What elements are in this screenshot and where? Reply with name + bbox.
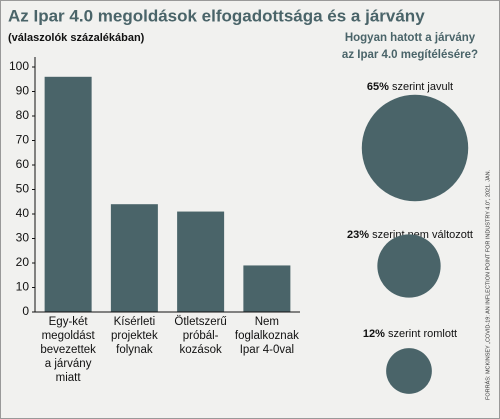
y-tick-label: 90 <box>16 84 30 98</box>
x-tick-label: Kísérleti <box>114 316 156 328</box>
source: FORRÁS: MCKINSEY „COVID-19: AN INFLECTIO… <box>484 169 491 400</box>
x-tick-label: foglalkoznak <box>235 330 299 342</box>
bubble <box>361 94 469 202</box>
bubble-text: szerint romlott <box>388 328 457 340</box>
bubble <box>386 348 432 394</box>
bar <box>243 265 291 312</box>
x-tick-label: a járvány <box>45 358 92 370</box>
x-tick-label: megoldást <box>42 330 96 342</box>
y-tick-label: 40 <box>16 206 30 220</box>
bubble-text: szerint javult <box>392 81 453 93</box>
bar <box>110 204 158 312</box>
y-tick-label: 50 <box>16 182 30 196</box>
y-tick-label: 10 <box>16 280 30 294</box>
bubble-label: 12% szerint romlott <box>363 328 457 340</box>
x-tick-label: bevezettek <box>40 344 96 356</box>
chart-subtitle: (válaszolók százalékában) <box>8 32 145 44</box>
x-tick-label: Ipar 4-0val <box>240 344 294 356</box>
value-label: 65% <box>367 81 389 93</box>
y-tick-label: 80 <box>16 108 30 122</box>
x-tick-label: miatt <box>56 372 82 384</box>
y-tick-label: 20 <box>16 255 30 269</box>
x-tick-label: kozások <box>180 344 222 356</box>
x-tick-label: projektek <box>111 330 158 342</box>
x-tick-label: Ötletszerű <box>174 316 226 328</box>
x-tick-label: Egy-két <box>49 316 89 328</box>
y-tick-label: 100 <box>9 59 29 73</box>
panel-title: az Ipar 4.0 megítélésére? <box>342 49 478 61</box>
value-label: 12% <box>363 328 385 340</box>
bubble <box>377 234 441 298</box>
x-tick-label: próbál- <box>183 330 219 342</box>
y-tick-label: 30 <box>16 231 30 245</box>
y-tick-label: 0 <box>22 304 29 318</box>
bar <box>177 211 225 312</box>
value-label: 23% <box>347 229 369 241</box>
panel-title: Hogyan hatott a járvány <box>345 32 476 44</box>
x-tick-label: Nem <box>255 316 279 328</box>
y-tick-label: 60 <box>16 157 30 171</box>
y-tick-label: 70 <box>16 133 30 147</box>
chart-title: Az Ipar 4.0 megoldások elfogadottsága és… <box>8 6 425 25</box>
x-tick-label: folynak <box>116 344 153 356</box>
bar <box>44 76 92 312</box>
bubble-label: 65% szerint javult <box>367 81 453 93</box>
